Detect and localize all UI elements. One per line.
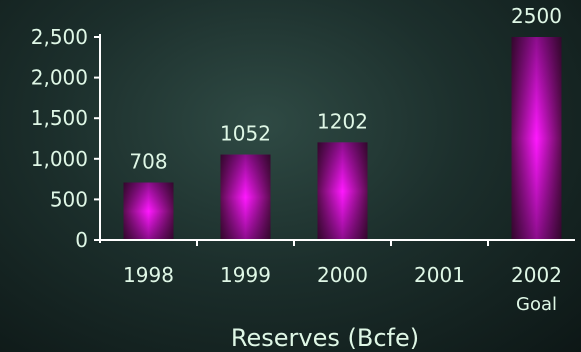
x-tick-sublabel: Goal — [516, 294, 557, 315]
y-tick-label: 2,500 — [31, 25, 88, 49]
axes — [97, 34, 575, 243]
ticks: 0 500 1,000 1,500 2,000 2,500 708 1998 1052 1999 1… — [31, 4, 562, 315]
y-tick-label: 1,000 — [31, 147, 88, 171]
bar-shade — [123, 182, 174, 240]
x-tick-label: 1998 — [123, 263, 174, 287]
x-tick-label: 1999 — [220, 263, 271, 287]
bar — [317, 142, 368, 240]
bar-shade — [511, 37, 562, 240]
bar — [220, 154, 271, 240]
bar — [123, 182, 174, 240]
data-label: 2500 — [511, 4, 562, 28]
bars — [123, 37, 562, 240]
x-axis-title: Reserves (Bcfe) — [231, 324, 419, 352]
y-tick-label: 500 — [50, 187, 88, 211]
bar-shade — [317, 142, 368, 240]
bar — [511, 37, 562, 240]
x-tick-label: 2002 — [511, 263, 562, 287]
data-label: 708 — [129, 150, 167, 174]
bar-shade — [220, 154, 271, 240]
y-tick-label: 1,500 — [31, 106, 88, 130]
y-tick-label: 2,000 — [31, 66, 88, 90]
x-tick-label: 2001 — [414, 263, 465, 287]
data-label: 1052 — [220, 122, 271, 146]
x-tick-label: 2000 — [317, 263, 368, 287]
data-label: 1202 — [317, 109, 368, 133]
y-tick-label: 0 — [75, 228, 88, 252]
